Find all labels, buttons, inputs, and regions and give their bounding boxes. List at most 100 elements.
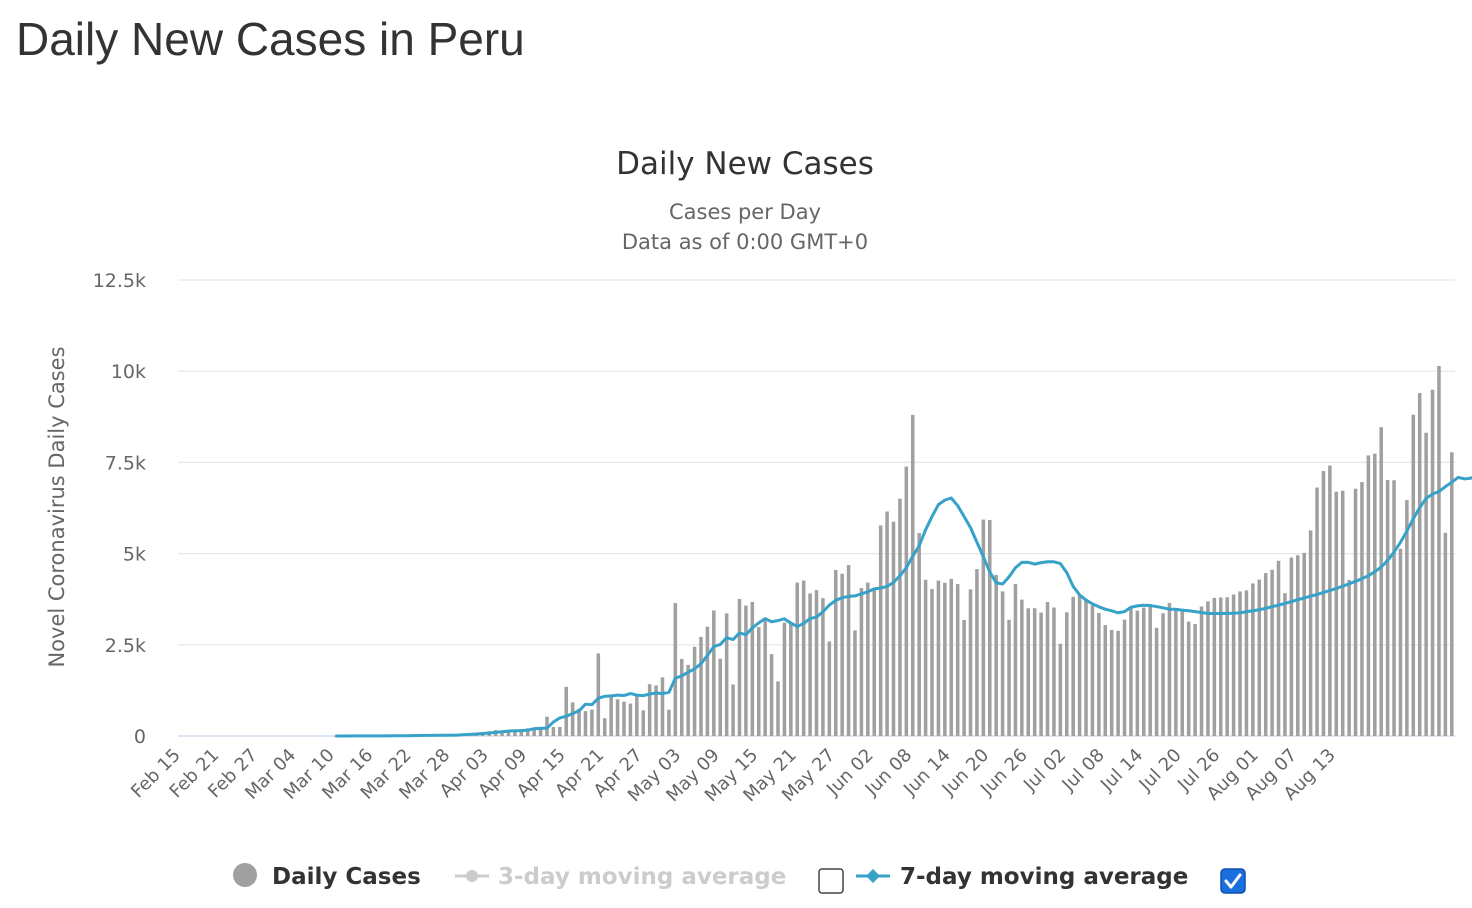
daily-cases-bar[interactable] [622,701,626,736]
daily-cases-bar[interactable] [737,598,742,736]
daily-cases-bar[interactable] [846,565,851,736]
daily-cases-bar[interactable] [955,584,960,736]
daily-cases-bar[interactable] [1219,597,1223,736]
daily-cases-bar[interactable] [1180,608,1185,736]
daily-cases-bar[interactable] [647,684,652,736]
daily-cases-bar[interactable] [808,593,812,736]
daily-cases-bar[interactable] [1000,591,1005,736]
daily-cases-bar[interactable] [827,641,832,736]
daily-cases-bar[interactable] [1103,625,1108,736]
daily-cases-bar[interactable] [1020,599,1024,736]
daily-cases-bar[interactable] [756,627,761,736]
daily-cases-bar[interactable] [1321,471,1326,736]
daily-cases-bar[interactable] [943,582,947,736]
daily-cases-bar[interactable] [1257,579,1262,736]
daily-cases-bar[interactable] [692,646,697,736]
daily-cases-bar[interactable] [1296,555,1300,736]
daily-cases-bar[interactable] [660,677,665,736]
daily-cases-bar[interactable] [1443,532,1448,736]
daily-cases-bar[interactable] [1238,591,1242,736]
daily-cases-bar[interactable] [904,466,909,736]
daily-cases-bar[interactable] [1360,482,1364,736]
daily-cases-bar[interactable] [1347,579,1351,736]
daily-cases-bar[interactable] [872,589,877,736]
daily-cases-bar[interactable] [1084,599,1088,736]
daily-cases-bar[interactable] [1373,453,1377,736]
daily-cases-bar[interactable] [1251,583,1255,736]
daily-cases-bar[interactable] [1129,607,1133,736]
daily-cases-bar[interactable] [878,525,883,736]
daily-cases-bar[interactable] [712,610,716,736]
daily-cases-bar[interactable] [776,681,780,736]
daily-cases-bar[interactable] [731,684,735,736]
daily-cases-bar[interactable] [1071,596,1075,736]
daily-cases-bar[interactable] [705,626,710,736]
daily-cases-bar[interactable] [891,521,896,736]
daily-cases-bar[interactable] [833,570,838,736]
daily-cases-bar[interactable] [1122,619,1127,736]
daily-cases-bar[interactable] [1174,608,1178,736]
daily-cases-bar[interactable] [635,694,639,736]
daily-cases-bar[interactable] [1379,427,1383,736]
daily-cases-bar[interactable] [500,731,504,736]
daily-cases-bars[interactable] [333,365,1454,737]
daily-cases-bar[interactable] [577,708,581,736]
daily-cases-bar[interactable] [1398,548,1403,736]
daily-cases-bar[interactable] [1437,365,1441,736]
daily-cases-bar[interactable] [866,582,870,736]
daily-cases-bar[interactable] [558,726,562,736]
daily-cases-bar[interactable] [1148,604,1152,736]
daily-cases-bar[interactable] [789,622,793,736]
daily-cases-bar[interactable] [1289,557,1294,736]
daily-cases-bar[interactable] [1142,607,1146,736]
daily-cases-bar[interactable] [1244,590,1249,736]
daily-cases-bar[interactable] [724,613,729,736]
daily-cases-bar[interactable] [1013,584,1018,736]
daily-cases-bar[interactable] [1116,630,1120,736]
daily-cases-bar[interactable] [583,711,588,736]
daily-cases-bar[interactable] [628,703,633,736]
seven-day-average-path[interactable] [335,419,1472,738]
daily-cases-bar[interactable] [513,730,517,736]
daily-cases-bar[interactable] [1302,552,1306,736]
daily-cases-bar[interactable] [859,588,864,736]
daily-cases-bar[interactable] [885,511,889,736]
daily-cases-bar[interactable] [1199,606,1204,736]
daily-cases-bar[interactable] [910,414,915,736]
daily-cases-bar[interactable] [602,718,607,736]
daily-cases-bar[interactable] [1334,491,1339,736]
daily-cases-bar[interactable] [538,728,543,736]
daily-cases-bar[interactable] [930,589,934,736]
daily-cases-bar[interactable] [525,728,530,736]
daily-cases-bar[interactable] [917,533,921,736]
daily-cases-bar[interactable] [994,574,998,736]
daily-cases-bar[interactable] [1109,629,1114,736]
daily-cases-bar[interactable] [1026,608,1031,736]
daily-cases-bar[interactable] [750,601,755,736]
daily-cases-bar[interactable] [1065,612,1069,736]
daily-cases-bar[interactable] [551,727,556,736]
daily-cases-bar[interactable] [1154,627,1159,736]
daily-cases-bar[interactable] [1424,432,1428,736]
daily-cases-bar[interactable] [718,658,723,736]
daily-cases-bar[interactable] [615,699,620,736]
daily-cases-bar[interactable] [1039,612,1043,736]
daily-cases-bar[interactable] [1212,597,1217,736]
daily-cases-bar[interactable] [641,710,646,736]
daily-cases-bar[interactable] [570,702,575,736]
daily-cases-bar[interactable] [673,603,678,736]
daily-cases-bar[interactable] [1276,560,1281,736]
daily-cases-bar[interactable] [1392,480,1396,736]
daily-cases-bar[interactable] [975,569,979,736]
daily-cases-bar[interactable] [782,622,787,736]
daily-cases-bar[interactable] [1167,602,1172,736]
daily-cases-bar[interactable] [769,654,774,736]
daily-cases-bar[interactable] [564,686,568,736]
daily-cases-bar[interactable] [949,578,954,736]
daily-cases-bar[interactable] [1161,613,1165,736]
daily-cases-bar[interactable] [1411,414,1416,736]
daily-cases-bar[interactable] [1283,593,1287,736]
daily-cases-bar[interactable] [1270,569,1274,736]
daily-cases-bar[interactable] [1206,601,1210,736]
daily-cases-bar[interactable] [679,658,684,736]
